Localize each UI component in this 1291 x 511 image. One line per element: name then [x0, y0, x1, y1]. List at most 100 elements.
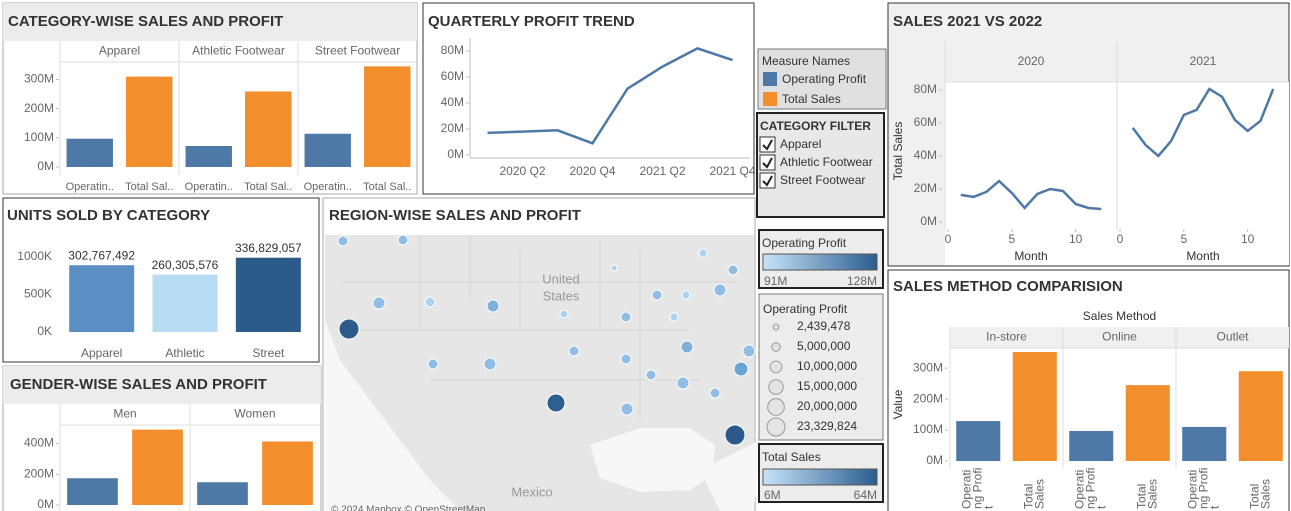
bar-label: Operatin..: [304, 181, 352, 193]
y-tick-label: 300M: [24, 72, 54, 86]
panel-title: UNITS SOLD BY CATEGORY: [7, 207, 210, 224]
bar-label: Total: [1247, 484, 1261, 509]
bar-label: Operati: [1072, 470, 1086, 509]
y-axis-label: Value: [891, 389, 905, 419]
bar-label: Total Sal..: [125, 181, 173, 193]
facet-header: [950, 327, 1289, 348]
y-tick-label: 100M: [913, 422, 943, 436]
checkmark[interactable]: [762, 175, 773, 187]
y-tick-label: 400M: [24, 436, 54, 450]
size-swatch: [771, 342, 781, 352]
filter-option[interactable]: Apparel: [780, 137, 821, 151]
map-bubble: [645, 369, 657, 381]
bar-label: Sales: [1258, 479, 1272, 509]
filter-option[interactable]: Athletic Footwear: [780, 155, 873, 169]
map-bubble: [709, 387, 721, 399]
facet-header: 2021: [1190, 54, 1217, 68]
y-tick-label: 0M: [920, 214, 937, 228]
data-label: 302,767,492: [68, 248, 135, 262]
map-bubble: [427, 358, 439, 370]
map-bubble: [733, 361, 749, 377]
facet-header: Outlet: [1216, 330, 1249, 344]
x-axis-label: Month: [1186, 249, 1219, 263]
bar-label: Sales: [1145, 479, 1159, 509]
legend-title: Measure Names: [762, 54, 850, 68]
map-bubble: [727, 264, 739, 276]
map-bubble: [681, 290, 691, 300]
bar: [1012, 352, 1057, 461]
y-tick-label: 200M: [24, 101, 54, 115]
data-label: 260,305,576: [152, 258, 219, 272]
bar: [185, 146, 232, 167]
size-swatch: [772, 323, 780, 331]
legend-label: 128M: [847, 274, 877, 288]
bar: [956, 421, 1001, 461]
y-tick-label: 0K: [37, 324, 52, 338]
legend-box: [757, 48, 887, 110]
legend-label: 15,000,000: [797, 379, 857, 393]
legend-label: 10,000,000: [797, 359, 857, 373]
map-attribution: © 2024 Mapbox © OpenStreetMap: [331, 505, 486, 511]
bar-label: t: [981, 505, 995, 509]
y-tick-label: 40M: [914, 148, 937, 162]
line: [960, 179, 1102, 211]
title-bar: [3, 366, 321, 404]
bar-label: Total Sal..: [363, 181, 411, 193]
line: [487, 47, 733, 145]
checkmark[interactable]: [762, 139, 773, 151]
legend-label: 2,439,478: [797, 319, 851, 333]
panel: [887, 269, 1290, 511]
legend-label: 20,000,000: [797, 399, 857, 413]
map-bubble: [559, 309, 569, 319]
facet-header: Men: [113, 407, 136, 421]
x-tick-label: 2021 Q4: [709, 164, 755, 178]
panel-title: CATEGORY-WISE SALES AND PROFIT: [8, 13, 283, 30]
map-borders: [340, 235, 740, 420]
panel-title: SALES METHOD COMPARISION: [893, 278, 1123, 295]
bar-label: Operati: [959, 470, 973, 509]
y-tick-label: 80M: [441, 43, 464, 57]
y-tick-label: 80M: [914, 82, 937, 96]
y-tick-label: 20M: [441, 121, 464, 135]
x-tick-label: 5: [1181, 232, 1188, 246]
map-bubble: [338, 318, 360, 340]
bar: [304, 133, 351, 167]
map-bubble: [546, 393, 566, 413]
map-bubble: [713, 283, 727, 297]
facet-header: Online: [1102, 330, 1137, 344]
bar-label: t: [1207, 505, 1221, 509]
x-axis-label: Month: [1014, 249, 1047, 263]
legend-title: Operating Profit: [762, 236, 847, 250]
filter-title: CATEGORY FILTER: [760, 119, 871, 133]
map-bubble: [620, 311, 632, 323]
bar: [262, 441, 313, 505]
map-label: Mexico: [511, 484, 552, 499]
facet-title: Sales Method: [1083, 309, 1156, 323]
map-bubble: [483, 357, 497, 371]
y-tick-label: 300M: [913, 360, 943, 374]
map-bubble: [397, 234, 409, 246]
bar: [132, 429, 183, 505]
filter-option[interactable]: Street Footwear: [780, 173, 865, 187]
x-tick-label: 2021 Q2: [639, 164, 685, 178]
y-tick-label: 60M: [441, 69, 464, 83]
x-tick-label: Street: [252, 346, 285, 360]
map-bubble: [372, 296, 386, 310]
legend-title: Operating Profit: [763, 302, 848, 316]
bar: [126, 76, 173, 167]
bar: [235, 257, 301, 332]
y-tick-label: 1000K: [17, 249, 52, 263]
size-swatch: [769, 360, 783, 374]
map-bubble: [680, 340, 694, 354]
checkmark[interactable]: [762, 157, 773, 169]
x-tick-label: 2020 Q4: [569, 164, 615, 178]
map-bubble: [724, 424, 746, 446]
bar-label: Operatin..: [66, 181, 114, 193]
filter-box: [756, 112, 885, 218]
legend-swatch: [763, 92, 777, 106]
bar-label: ng Profi: [970, 468, 984, 509]
map-ocean: [325, 320, 460, 511]
bar-label: Sales: [1032, 479, 1046, 509]
y-tick-label: 200M: [24, 466, 54, 480]
